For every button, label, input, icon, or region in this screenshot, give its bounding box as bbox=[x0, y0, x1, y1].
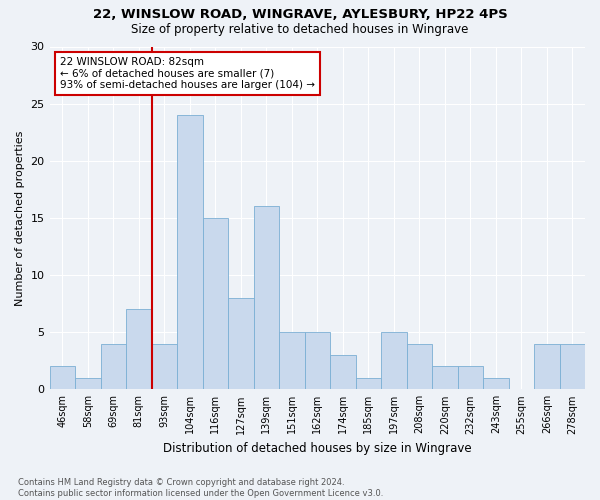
Bar bbox=[126, 310, 152, 390]
Text: 22, WINSLOW ROAD, WINGRAVE, AYLESBURY, HP22 4PS: 22, WINSLOW ROAD, WINGRAVE, AYLESBURY, H… bbox=[92, 8, 508, 20]
Bar bbox=[560, 344, 585, 390]
Y-axis label: Number of detached properties: Number of detached properties bbox=[15, 130, 25, 306]
Bar bbox=[254, 206, 279, 390]
Text: Contains HM Land Registry data © Crown copyright and database right 2024.
Contai: Contains HM Land Registry data © Crown c… bbox=[18, 478, 383, 498]
Bar bbox=[177, 115, 203, 390]
Bar bbox=[432, 366, 458, 390]
Bar bbox=[50, 366, 75, 390]
Text: 22 WINSLOW ROAD: 82sqm
← 6% of detached houses are smaller (7)
93% of semi-detac: 22 WINSLOW ROAD: 82sqm ← 6% of detached … bbox=[60, 57, 315, 90]
Bar bbox=[279, 332, 305, 390]
Bar bbox=[152, 344, 177, 390]
Bar bbox=[483, 378, 509, 390]
Bar bbox=[330, 355, 356, 390]
Bar bbox=[458, 366, 483, 390]
Text: Size of property relative to detached houses in Wingrave: Size of property relative to detached ho… bbox=[131, 22, 469, 36]
Bar bbox=[381, 332, 407, 390]
Bar bbox=[305, 332, 330, 390]
Bar bbox=[534, 344, 560, 390]
Bar bbox=[356, 378, 381, 390]
Bar bbox=[75, 378, 101, 390]
Bar bbox=[228, 298, 254, 390]
X-axis label: Distribution of detached houses by size in Wingrave: Distribution of detached houses by size … bbox=[163, 442, 472, 455]
Bar bbox=[407, 344, 432, 390]
Bar bbox=[203, 218, 228, 390]
Bar bbox=[101, 344, 126, 390]
